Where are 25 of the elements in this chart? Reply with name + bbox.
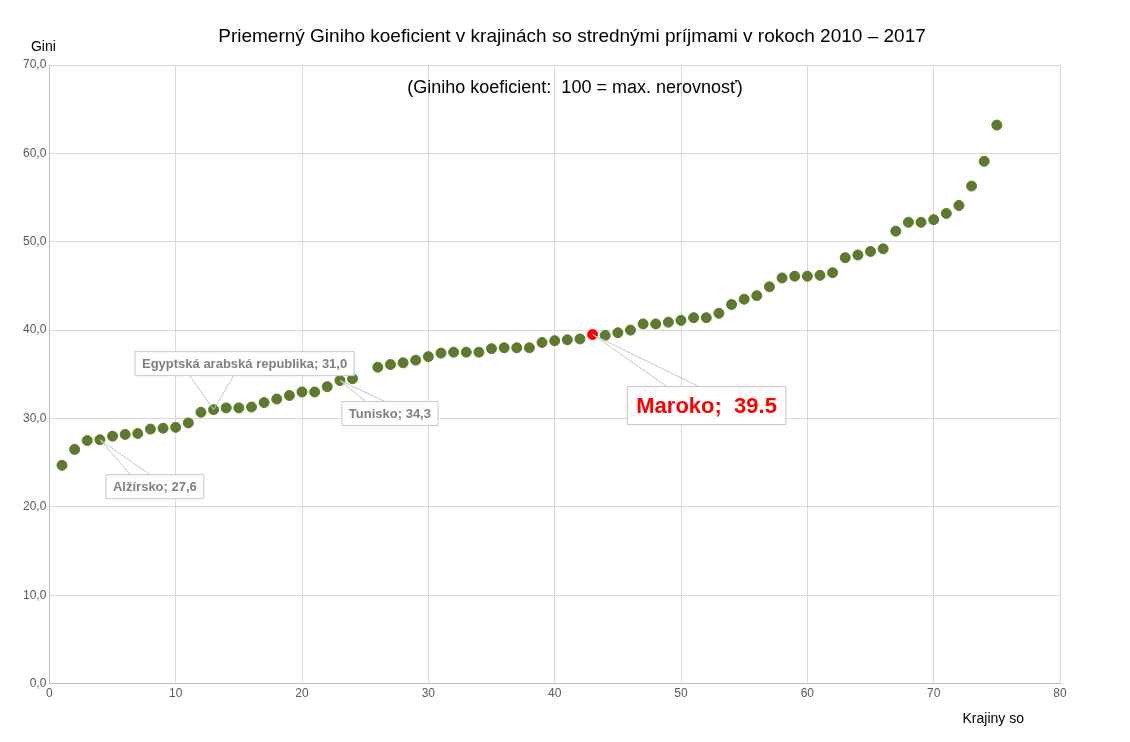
- y-tick-label: 20,0: [23, 499, 47, 514]
- x-tick-label: 10: [169, 686, 183, 701]
- text: (Giniho koeficient: 100 = max. nerovnosť): [407, 76, 743, 97]
- x-tick-label: 40: [548, 686, 562, 701]
- y-tick-label: 70,0: [23, 57, 47, 72]
- x-tick-label: 80: [1053, 686, 1067, 701]
- annotation: Alžírsko; 27,6: [112, 479, 197, 495]
- y-axis-title: Gini: [30, 37, 56, 54]
- x-tick-label: 30: [421, 686, 436, 701]
- y-tick-label: 30,0: [23, 410, 47, 425]
- y-tick-label: 60,0: [23, 145, 47, 160]
- y-tick-label: 10,0: [23, 587, 47, 602]
- x-tick-label: 20: [295, 686, 310, 701]
- annotation: Tunisko; 34,3: [348, 406, 431, 422]
- x-axis-title: Krajiny so: [962, 710, 1025, 727]
- x-tick-label: 50: [674, 686, 688, 701]
- y-tick-label: 0,0: [29, 675, 47, 690]
- annotation: Maroko; 39.5: [636, 392, 777, 418]
- x-tick-label: 70: [926, 686, 941, 701]
- chart-title: Priemerný Giniho koeficient v krajinách so strednými príjmami v rokoch 2010 – 2017: [218, 25, 926, 47]
- x-tick-label: 60: [800, 686, 815, 701]
- x-tick-label: 0: [46, 686, 54, 701]
- annotation: Egyptská arabská republika; 31,0: [141, 356, 348, 372]
- y-tick-label: 50,0: [23, 234, 47, 249]
- y-tick-label: 40,0: [23, 322, 47, 337]
